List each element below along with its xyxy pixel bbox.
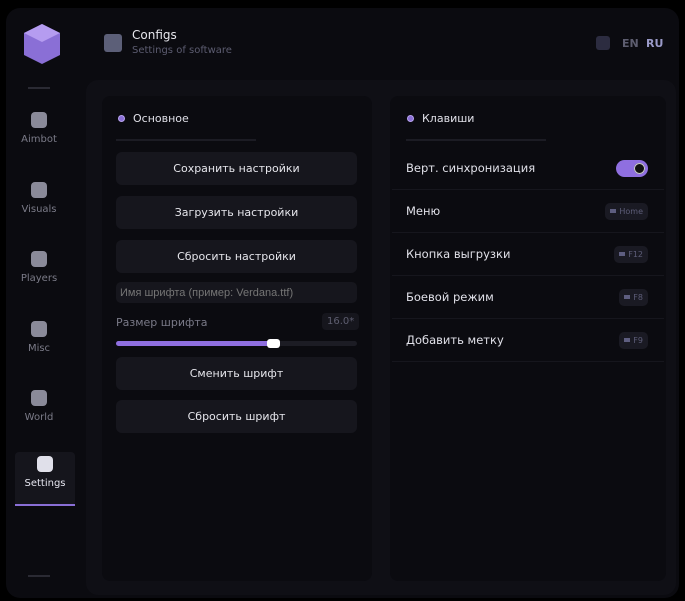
sidebar-item-settings[interactable]: Settings <box>15 452 75 506</box>
list-icon <box>104 34 122 52</box>
key-label: Home <box>619 206 643 216</box>
slider-thumb[interactable] <box>266 339 280 348</box>
font-size-value: 16.0* <box>322 313 360 330</box>
divider <box>28 87 50 89</box>
skull-icon <box>31 112 47 128</box>
divider <box>116 139 256 141</box>
nav-label: World <box>24 412 54 423</box>
sidebar-item-world[interactable]: World <box>9 386 69 442</box>
change-font-button[interactable]: Сменить шрифт <box>116 357 357 390</box>
dot-icon <box>407 115 414 122</box>
keybind-row: Боевой режим F8 <box>392 276 664 319</box>
keybind-label: Добавить метку <box>406 333 504 347</box>
chat-icon <box>31 321 47 337</box>
lang-en[interactable]: EN <box>622 37 639 50</box>
lang-ru[interactable]: RU <box>646 37 664 50</box>
key-label: F9 <box>633 335 643 345</box>
section-main: Основное <box>118 112 189 125</box>
font-size-label: Размер шрифта <box>116 316 208 329</box>
vr-icon <box>31 182 47 198</box>
section-title: Основное <box>133 112 189 125</box>
nav-label: Misc <box>27 343 51 354</box>
nav-label: Visuals <box>21 204 57 215</box>
divider <box>28 575 50 577</box>
nav-label: Aimbot <box>21 134 57 145</box>
keybind-button[interactable]: Home <box>605 202 648 220</box>
keyboard-icon <box>619 252 626 256</box>
keybind-label: Боевой режим <box>406 290 494 304</box>
keybind-button[interactable]: F9 <box>619 331 648 349</box>
briefcase-icon <box>31 390 47 406</box>
sidebar-item-misc[interactable]: Misc <box>9 317 69 373</box>
list-icon <box>37 456 53 472</box>
keyboard-icon <box>610 209 617 213</box>
load-settings-button[interactable]: Загрузить настройки <box>116 196 357 229</box>
keyboard-icon <box>624 295 631 299</box>
keybind-label: Меню <box>406 204 441 218</box>
sidebar-item-players[interactable]: Players <box>9 247 69 303</box>
keybind-label: Кнопка выгрузки <box>406 247 511 261</box>
nav-label: Players <box>20 273 58 284</box>
font-name-input[interactable] <box>116 282 357 303</box>
keyboard-icon <box>624 338 631 342</box>
translate-icon <box>596 36 610 50</box>
section-keys: Клавиши <box>407 112 474 125</box>
key-label: F8 <box>633 292 643 302</box>
page-title: Configs <box>132 28 177 42</box>
vsync-toggle[interactable] <box>616 159 648 177</box>
save-settings-button[interactable]: Сохранить настройки <box>116 152 357 185</box>
divider <box>406 139 546 141</box>
vsync-label: Верт. синхронизация <box>406 161 536 175</box>
nav-label: Settings <box>24 478 66 489</box>
keybind-row: Кнопка выгрузки F12 <box>392 233 664 276</box>
keybind-row: Меню Home <box>392 190 664 233</box>
vsync-row: Верт. синхронизация <box>392 147 664 190</box>
sidebar-item-visuals[interactable]: Visuals <box>9 178 69 234</box>
page-subtitle: Settings of software <box>132 45 232 56</box>
keybind-button[interactable]: F12 <box>614 245 648 263</box>
slider-fill <box>116 341 273 346</box>
sidebar-item-aimbot[interactable]: Aimbot <box>9 108 69 164</box>
keybind-button[interactable]: F8 <box>619 288 648 306</box>
font-size-slider[interactable] <box>116 339 357 348</box>
key-label: F12 <box>628 249 643 259</box>
reset-settings-button[interactable]: Сбросить настройки <box>116 240 357 273</box>
dot-icon <box>118 115 125 122</box>
keybind-row: Добавить метку F9 <box>392 319 664 362</box>
section-title: Клавиши <box>422 112 475 125</box>
logo <box>24 24 60 64</box>
users-icon <box>31 251 47 267</box>
reset-font-button[interactable]: Сбросить шрифт <box>116 400 357 433</box>
